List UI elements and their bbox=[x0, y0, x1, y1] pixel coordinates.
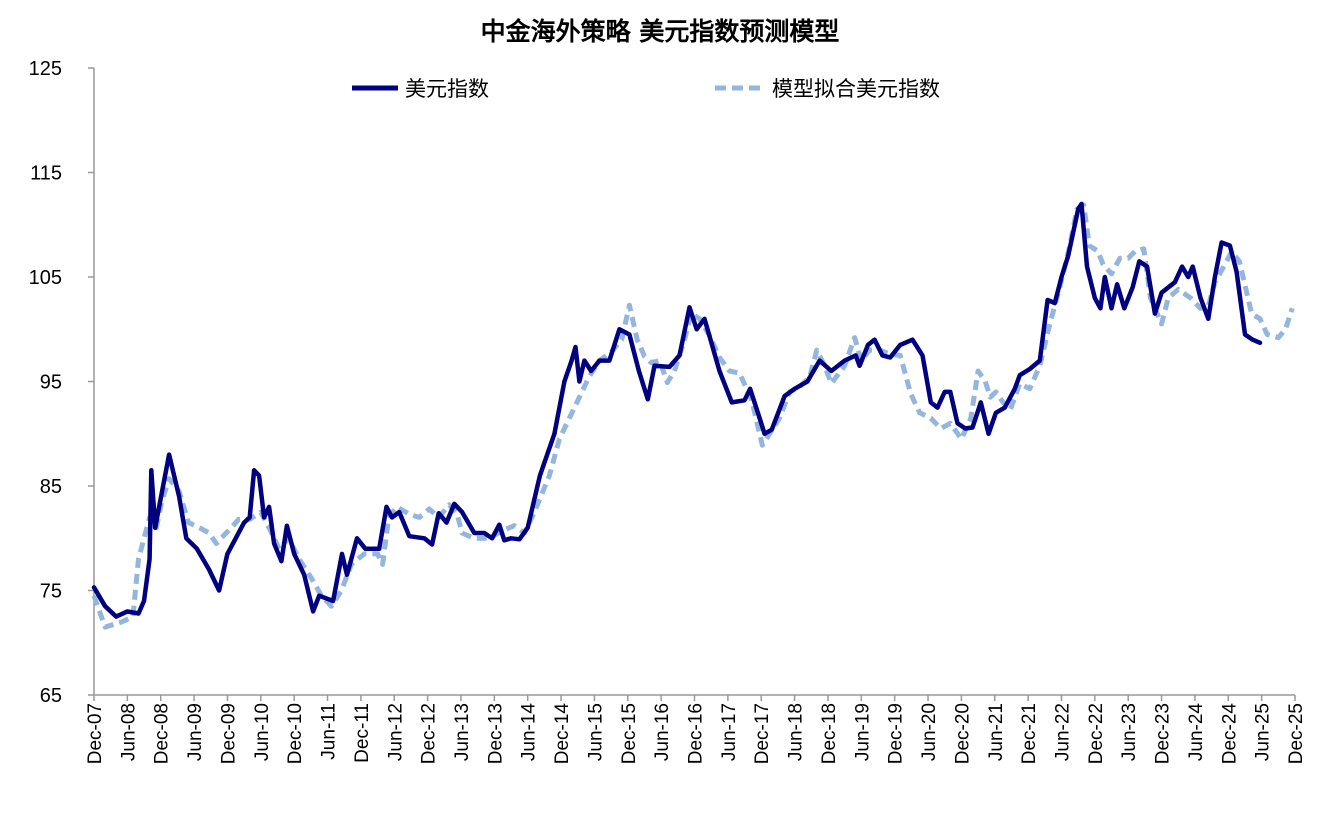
x-tick-label: Jun-11 bbox=[319, 703, 340, 760]
y-tick-label: 125 bbox=[29, 58, 62, 80]
x-tick-label: Dec-07 bbox=[85, 703, 106, 764]
x-tick-label: Dec-23 bbox=[1153, 703, 1174, 764]
x-tick-label: Jun-08 bbox=[118, 703, 139, 761]
x-tick-label: Jun-10 bbox=[252, 703, 273, 761]
y-tick-label: 65 bbox=[40, 685, 62, 707]
x-tick-label: Dec-20 bbox=[952, 703, 973, 764]
y-tick-label: 75 bbox=[40, 581, 62, 603]
series-layer bbox=[91, 201, 1295, 630]
y-tick-label: 115 bbox=[30, 163, 62, 185]
x-tick-label: Dec-21 bbox=[1019, 703, 1040, 764]
x-tick-label: Dec-17 bbox=[752, 703, 773, 764]
x-tick-label: Dec-11 bbox=[352, 703, 373, 763]
series-line-dxy bbox=[91, 201, 1263, 619]
x-tick-label: Dec-24 bbox=[1219, 703, 1240, 765]
legend: 美元指数 模型拟合美元指数 bbox=[352, 77, 940, 101]
x-tick-label: Jun-14 bbox=[519, 703, 540, 762]
x-tick-label: Jun-16 bbox=[652, 703, 673, 761]
x-tick-label: Dec-09 bbox=[218, 703, 239, 764]
legend-label-model: 模型拟合美元指数 bbox=[772, 77, 940, 101]
x-tick-label: Dec-10 bbox=[285, 703, 306, 764]
x-tick-label: Dec-08 bbox=[152, 703, 173, 764]
y-tick-label: 95 bbox=[40, 372, 62, 394]
x-tick-label: Jun-19 bbox=[852, 703, 873, 761]
x-tick-label: Dec-14 bbox=[552, 703, 573, 765]
series-line-model bbox=[91, 202, 1295, 630]
x-tick-label: Dec-12 bbox=[419, 703, 440, 764]
x-tick-label: Jun-15 bbox=[585, 703, 606, 761]
x-tick-label: Dec-16 bbox=[686, 703, 707, 764]
x-tick-label: Jun-12 bbox=[385, 703, 406, 761]
legend-label-dxy: 美元指数 bbox=[405, 77, 489, 101]
x-tick-label: Jun-13 bbox=[452, 703, 473, 761]
x-tick-label: Jun-17 bbox=[719, 703, 740, 761]
x-tick-label: Jun-25 bbox=[1253, 703, 1274, 761]
x-tick-label: Dec-13 bbox=[485, 703, 506, 764]
x-tick-label: Dec-22 bbox=[1086, 703, 1107, 764]
x-tick-label: Jun-18 bbox=[786, 703, 807, 761]
y-tick-label: 105 bbox=[29, 267, 62, 289]
y-tick-label: 85 bbox=[40, 476, 62, 498]
x-tick-label: Jun-24 bbox=[1186, 703, 1207, 762]
x-tick-label: Jun-21 bbox=[986, 703, 1007, 761]
x-tick-label: Jun-22 bbox=[1052, 703, 1073, 761]
x-tick-label: Dec-19 bbox=[886, 703, 907, 764]
x-tick-label: Dec-15 bbox=[619, 703, 640, 764]
chart-title: 中金海外策略 美元指数预测模型 bbox=[481, 17, 840, 46]
x-tick-label: Dec-25 bbox=[1286, 703, 1307, 764]
axes: 65 75 85 95 105 115 125 Dec-07 Jun-08 Dec-08 Jun-0… bbox=[29, 58, 1307, 764]
x-tick-label: Dec-18 bbox=[819, 703, 840, 764]
x-tick-label: Jun-20 bbox=[919, 703, 940, 761]
x-tick-label: Jun-23 bbox=[1119, 703, 1140, 761]
x-tick-label: Jun-09 bbox=[185, 703, 206, 761]
